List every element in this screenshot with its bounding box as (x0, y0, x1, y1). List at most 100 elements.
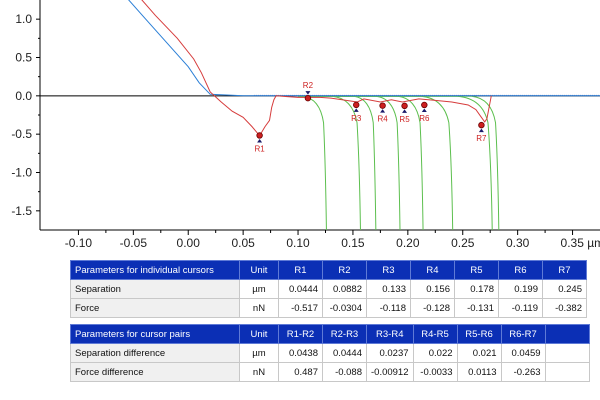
cursor-label: R4 (377, 115, 388, 124)
cursor-arrow (402, 109, 408, 113)
value-cell: 0.0444 (322, 343, 367, 363)
table-header-cell: R1-R2 (278, 324, 323, 344)
cursor-label: R7 (476, 134, 487, 143)
cursor-marker (478, 121, 485, 129)
table-header-row: Parameters for individual cursors Unit R… (70, 260, 587, 280)
value-cell: 0.245 (542, 279, 587, 299)
retract-curve-line (141, 0, 492, 137)
y-tick-label: -0.5 (11, 127, 32, 141)
table-header-cell: R3 (366, 260, 411, 280)
rupture-step-line (298, 95, 361, 230)
cursor-arrow (353, 108, 359, 112)
value-cell: -0.118 (366, 298, 411, 318)
row-label: Force difference (70, 362, 240, 382)
value-cell: -0.517 (278, 298, 323, 318)
table-header-cell: R4 (410, 260, 455, 280)
value-cell: 0.0459 (500, 343, 546, 363)
row-label: Separation (70, 279, 240, 299)
table-header-cell: R4-R5 (412, 324, 458, 344)
value-cell: -0.382 (542, 298, 587, 318)
unit-cell: nN (239, 362, 279, 382)
row-label: Force (70, 298, 240, 318)
cursor-marker (379, 102, 386, 109)
value-cell: -0.0304 (322, 298, 367, 318)
rupture-step-line (298, 95, 493, 230)
value-cell: -0.088 (322, 362, 367, 382)
cursor-label: R1 (254, 144, 265, 153)
cursor-label: R3 (351, 114, 362, 123)
y-tick-label: 0.0 (15, 89, 32, 103)
value-cell: 0.487 (278, 362, 323, 382)
table-row: Force nN -0.517 -0.0304 -0.118 -0.128 -0… (70, 298, 587, 318)
y-tick-label: -1.0 (11, 166, 32, 180)
value-cell: 0.021 (456, 343, 502, 363)
table-header-cell: R2 (322, 260, 367, 280)
table-header-row: Parameters for cursor pairs Unit R1-R2 R… (70, 324, 590, 344)
table-header-cell (544, 324, 590, 344)
x-tick-label: 0.25 (451, 236, 475, 250)
rupture-step-line (298, 95, 424, 230)
y-tick-label: -1.5 (11, 204, 32, 218)
unit-cell: µm (239, 279, 279, 299)
value-cell: 0.178 (454, 279, 499, 299)
value-cell: 0.133 (366, 279, 411, 299)
value-cell: 0.0882 (322, 279, 367, 299)
table-header-cell: R6-R7 (500, 324, 546, 344)
table-header-cell: R3-R4 (366, 324, 414, 344)
cursor-label: R2 (303, 81, 314, 90)
rupture-step-line (298, 95, 500, 230)
x-tick-label: 0.00 (177, 236, 201, 250)
value-cell: -0.0033 (412, 362, 458, 382)
cursor-marker (421, 101, 428, 109)
value-cell: 0.0237 (366, 343, 414, 363)
table-header-cell: R5 (454, 260, 499, 280)
rupture-step-line (298, 95, 401, 230)
x-tick-label: 0.20 (396, 236, 420, 250)
value-cell: -0.263 (500, 362, 546, 382)
cursor-pairs-table: Parameters for cursor pairs Unit R1-R2 R… (70, 324, 590, 382)
cursor-arrow (257, 138, 263, 143)
value-cell: -0.00912 (366, 362, 414, 382)
value-cell (544, 362, 590, 382)
rupture-step-line (298, 95, 454, 230)
cursor-label: R5 (399, 115, 410, 124)
table-header-cell: Unit (239, 324, 279, 344)
x-tick-label: 0.30 (506, 236, 530, 250)
cursor-label: R6 (419, 114, 430, 123)
value-cell: 0.199 (498, 279, 543, 299)
table-header-cell: Unit (239, 260, 279, 280)
cursor-arrow (478, 128, 484, 133)
row-label: Separation difference (70, 343, 240, 363)
table-row: Separation µm 0.0444 0.0882 0.133 0.156 … (70, 279, 587, 299)
value-cell: -0.128 (410, 298, 455, 318)
rupture-step-line (298, 95, 327, 230)
x-tick-label: 0.15 (341, 236, 365, 250)
unit-cell: nN (239, 298, 279, 318)
cursor-marker (256, 132, 263, 139)
y-tick-label: 0.5 (15, 51, 32, 65)
x-tick-label: 0.35 µm (561, 236, 600, 250)
value-cell: -0.131 (454, 298, 499, 318)
table-row: Separation difference µm 0.0438 0.0444 0… (70, 343, 590, 363)
x-tick-label: -0.10 (65, 236, 93, 250)
individual-cursors-table: Parameters for individual cursors Unit R… (70, 260, 587, 318)
force-curve-plot: -0.10 -0.05 0.00 0.05 0.10 0.15 0.20 0.25 0.30 0.… (11, 0, 600, 250)
plot-area: R1 R2 R3 R4 R5 R6 R7 (40, 0, 600, 230)
value-cell: 0.0438 (278, 343, 323, 363)
x-tick-label: 0.10 (286, 236, 310, 250)
x-tick-label: -0.05 (120, 236, 148, 250)
table-header-cell: R1 (278, 260, 323, 280)
approach-curve-line (128, 0, 600, 97)
cursor-arrow (380, 109, 386, 113)
table-header-cell: Parameters for cursor pairs (70, 324, 240, 344)
unit-cell: µm (239, 343, 279, 363)
y-tick-label: 1.0 (15, 12, 32, 26)
table-header-cell: R6 (498, 260, 543, 280)
rupture-step-line (298, 95, 377, 230)
value-cell: 0.0113 (456, 362, 502, 382)
table-header-cell: Parameters for individual cursors (70, 260, 240, 280)
cursor-marker (401, 102, 408, 110)
value-cell: 0.022 (412, 343, 458, 363)
cursor-marker (353, 101, 360, 109)
value-cell: 0.156 (410, 279, 455, 299)
